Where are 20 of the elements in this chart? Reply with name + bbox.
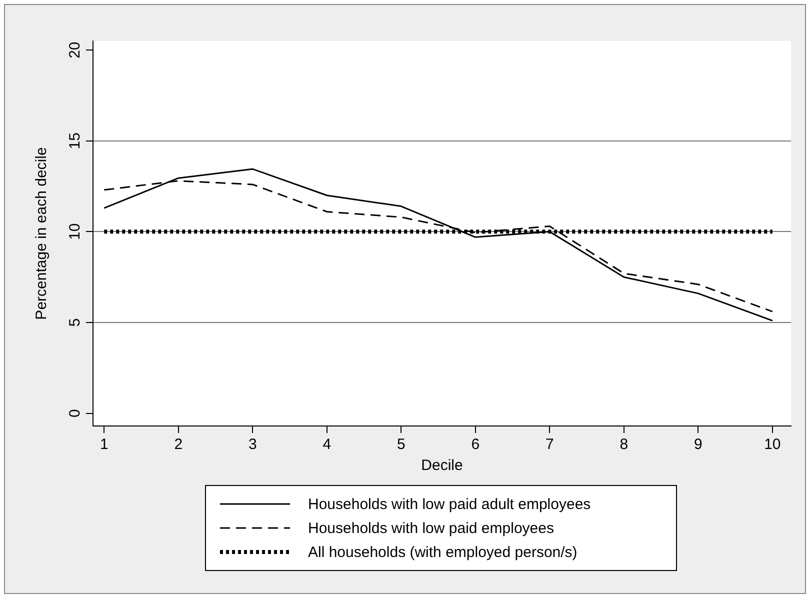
- y-tick-label: 15: [66, 132, 84, 150]
- x-tick-label: 3: [248, 436, 257, 454]
- y-axis-title: Percentage in each decile: [33, 147, 50, 320]
- x-tick-label: 1: [100, 436, 108, 454]
- x-tick-label: 8: [620, 436, 628, 454]
- y-tick-label: 10: [66, 223, 84, 240]
- x-tick-label: 7: [546, 436, 554, 454]
- x-tick-label: 4: [322, 436, 332, 454]
- x-tick-label: 10: [764, 436, 781, 454]
- x-tick-label: 6: [471, 436, 480, 454]
- legend-label: Households with low paid employees: [308, 520, 554, 536]
- y-tick-label: 20: [66, 42, 84, 58]
- x-tick-label: 2: [174, 436, 183, 454]
- x-axis-title: Decile: [421, 457, 463, 474]
- y-tick-label: 0: [66, 409, 84, 418]
- x-tick-label: 5: [396, 436, 406, 454]
- y-tick-label: 5: [66, 318, 84, 327]
- x-tick-label: 9: [694, 436, 702, 454]
- legend-label: All households (with employed person/s): [308, 544, 578, 560]
- legend-label: Households with low paid adult employees: [308, 496, 591, 512]
